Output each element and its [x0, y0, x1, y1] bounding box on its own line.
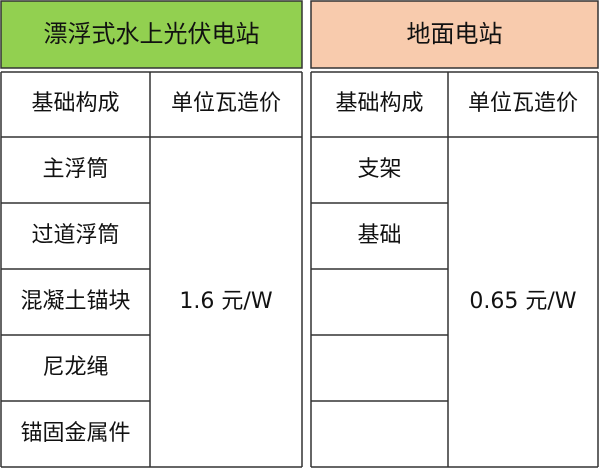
- column-header: 基础构成: [31, 91, 119, 116]
- column-header: 基础构成: [335, 91, 423, 116]
- column-header: 单位瓦造价: [468, 91, 578, 116]
- table-title: 漂浮式水上光伏电站: [44, 20, 260, 48]
- component: 主浮筒: [42, 157, 108, 182]
- price: 0.65 元/W: [469, 289, 576, 314]
- table-title: 地面电站: [407, 20, 503, 48]
- component: 过道浮筒: [31, 223, 119, 248]
- header-bg: [0, 0, 303, 69]
- component: 锚固金属件: [20, 421, 130, 446]
- component: 基础: [357, 223, 401, 248]
- column-header: 单位瓦造价: [171, 91, 281, 116]
- header-bg: [310, 0, 599, 69]
- component: 尼龙绳: [42, 355, 108, 380]
- price: 1.6 元/W: [179, 289, 272, 314]
- component: 支架: [357, 157, 401, 182]
- component: 混凝土锚块: [20, 289, 130, 314]
